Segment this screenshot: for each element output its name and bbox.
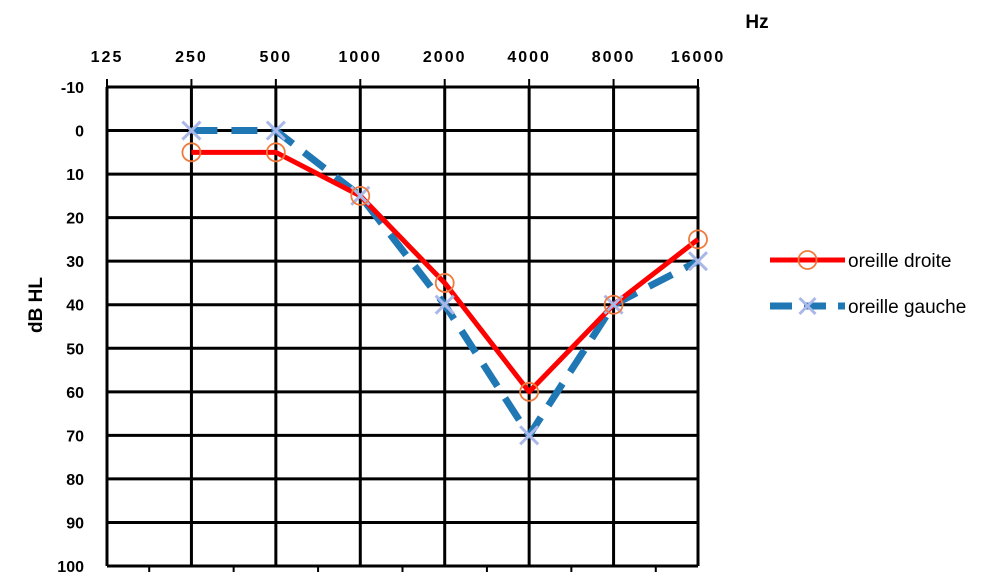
legend-marker-x: [798, 296, 817, 316]
y-tick-label: 40: [66, 298, 84, 315]
y-tick-label: 60: [66, 385, 84, 402]
x-tick-label: 1000: [338, 49, 382, 66]
legend: oreille droite oreille gauche: [770, 250, 966, 318]
data-point-x: [265, 120, 286, 141]
data-point-circle: [350, 185, 371, 206]
data-point-x: [434, 294, 455, 315]
data-point-circle: [688, 229, 708, 250]
x-tick-label: 8000: [592, 49, 636, 66]
data-point-circle: [265, 142, 286, 163]
y-tick-label: 80: [66, 472, 84, 489]
x-tick-labels: 125 250 500 1000 2000 4000 8000 16000: [91, 49, 726, 66]
data-point-circle: [181, 142, 202, 163]
x-axis-title: Hz: [745, 12, 768, 33]
legend-label: oreille gauche: [848, 297, 966, 318]
x-tick-label: 250: [175, 49, 208, 66]
series-layer: [181, 120, 709, 446]
x-tick-label: 2000: [423, 49, 467, 66]
x-tick-label: 4000: [507, 49, 551, 66]
data-point-x: [181, 120, 202, 141]
y-tick-labels: -10 0 10 20 30 40 50 60 70 80 90 100: [57, 80, 84, 574]
data-point-x: [519, 425, 540, 446]
x-tick-label: 125: [91, 49, 124, 66]
y-tick-label: 90: [66, 515, 84, 532]
y-axis-title: dB HL: [26, 277, 47, 333]
x-tick-label: 500: [260, 49, 293, 66]
y-tick-label: 20: [66, 211, 84, 228]
y-tick-label: 10: [66, 167, 84, 184]
data-point-circle: [603, 294, 624, 315]
x-tick-label: 16000: [671, 49, 726, 66]
y-tick-label: 0: [75, 124, 84, 141]
plot-grid: [105, 79, 700, 572]
legend-label: oreille droite: [848, 251, 952, 272]
data-point-x: [687, 251, 709, 272]
y-tick-label: 30: [66, 254, 84, 271]
y-tick-label: 70: [66, 428, 84, 445]
data-point-circle: [519, 381, 540, 402]
legend-marker-circle: [797, 250, 818, 270]
y-tick-label: -10: [61, 80, 84, 97]
y-tick-label: 100: [57, 559, 84, 574]
y-tick-label: 50: [66, 341, 84, 358]
data-point-circle: [434, 273, 455, 293]
